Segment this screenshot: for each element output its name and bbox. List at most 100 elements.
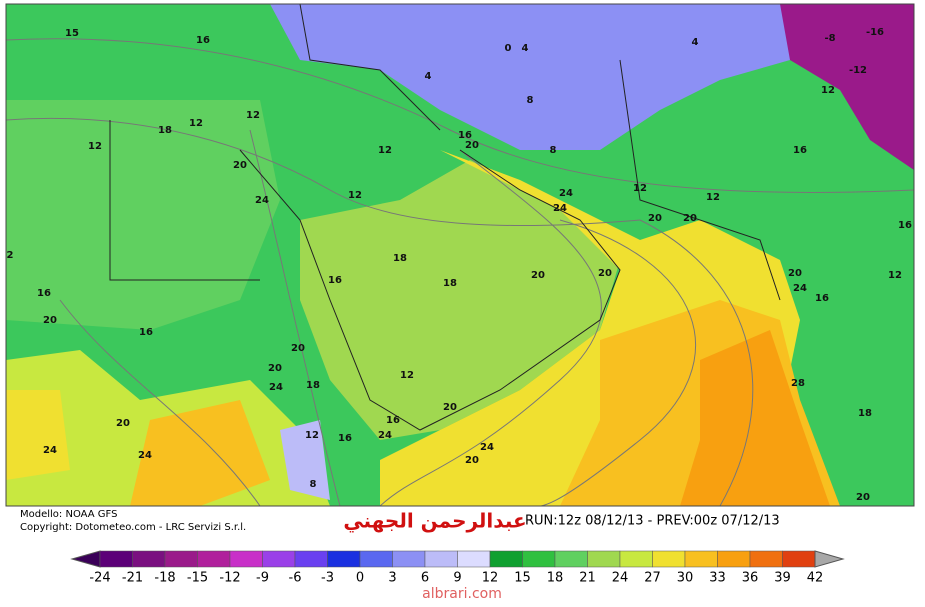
contour-label: 28 [791,378,805,389]
contour-label: 20 [683,213,697,224]
scale-label: 33 [709,571,726,586]
contour-label: 20 [291,343,305,354]
contour-label: 20 [465,455,479,466]
contour-label: 12 [633,183,647,194]
contour-label: 16 [196,35,210,46]
scale-label: 12 [482,571,499,586]
contour-label: 24 [378,430,392,441]
scale-label: -12 [219,571,240,586]
contour-label: 20 [788,268,802,279]
contour-label: 4 [425,71,432,82]
scale-box [294,550,328,568]
map-frame [5,3,915,507]
contour-label: 24 [793,283,807,294]
scale-label: -21 [122,571,143,586]
africa-warm [6,390,70,480]
contour-label: 20 [43,315,57,326]
contour-label: 4 [522,43,529,54]
scale-label: 42 [807,571,824,586]
africa-hot [130,400,270,506]
scale-box [554,550,588,568]
scale-box [164,550,198,568]
scale-label: 27 [644,571,661,586]
contour-label: 20 [116,418,130,429]
color-scale: -24 -21 -18 -15 -12 -9 -6 -3 0 3 6 9 12 15 18 21 24 27 30 3… [70,550,845,586]
scale-label: 0 [356,571,364,586]
scale-box [684,550,718,568]
scale-box [392,550,426,568]
scale-label: 3 [388,571,396,586]
contour-label: 20 [465,140,479,151]
scale-label: -15 [187,571,208,586]
contour-label: 12 [400,370,414,381]
scale-box [489,550,523,568]
scale-end [814,550,845,568]
cold-region [270,4,800,150]
scale-label: -3 [321,571,334,586]
contour-label: 16 [139,327,153,338]
contour-label: 16 [815,293,829,304]
scale-box [359,550,393,568]
scale-label: 6 [421,571,429,586]
contour-label: 12 [821,85,835,96]
scale-box [197,550,231,568]
contour-label: 20 [856,492,870,503]
contour-label: 16 [328,275,342,286]
contour-label: 0 [505,43,512,54]
contour-label: 24 [43,445,57,456]
scale-box [522,550,556,568]
contour-label: 18 [443,278,457,289]
scale-label: 36 [742,571,759,586]
contour-label: 2 [7,250,14,261]
scale-label: 24 [612,571,629,586]
contour-label: 12 [88,141,102,152]
scale-box [782,550,816,568]
scale-label: 9 [453,571,461,586]
contour-label: 20 [598,268,612,279]
contour-label: 24 [553,203,567,214]
run-text: RUN:12z 08/12/13 - PREV:00z 07/12/13 [525,514,780,529]
scale-label: 30 [677,571,694,586]
watermark: albrari.com [422,586,502,602]
contour-label: 4 [692,37,699,48]
scale-box [229,550,263,568]
contour-label: 20 [443,402,457,413]
contour-label: -16 [866,27,884,38]
contour-label: 20 [233,160,247,171]
scale-box [132,550,166,568]
contour-label: 15 [65,28,79,39]
scale-label: 15 [514,571,531,586]
contour-label: 16 [793,145,807,156]
contour-label: 24 [138,450,152,461]
contour-label: 12 [888,270,902,281]
highland [280,420,330,500]
scale-box [652,550,686,568]
contour-label: -8 [824,33,835,44]
scale-box [587,550,621,568]
contour-label: 12 [706,192,720,203]
contour-label: 12 [246,110,260,121]
contour-label: 8 [310,479,317,490]
contour-label: 24 [269,382,283,393]
contour-label: 18 [858,408,872,419]
scale-box [262,550,296,568]
scale-label: 39 [774,571,791,586]
scale-label: -18 [154,571,175,586]
contour-label: 18 [306,380,320,391]
contour-label: 16 [458,130,472,141]
scale-label: 18 [547,571,564,586]
scale-label: -24 [89,571,110,586]
contour-label: 20 [531,270,545,281]
contour-label: 16 [386,415,400,426]
very-cold-region [780,4,914,170]
africa-north [6,100,280,330]
contour-label: 18 [158,125,172,136]
contour-label: 8 [527,95,534,106]
scale-box [327,550,361,568]
scale-box [99,550,133,568]
contour-label: 24 [559,188,573,199]
scale-box [457,550,491,568]
